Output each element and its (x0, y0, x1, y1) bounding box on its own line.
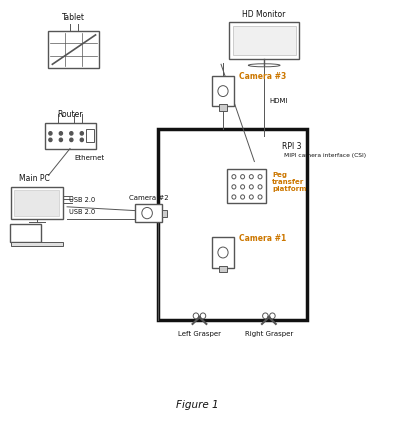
Circle shape (232, 175, 236, 179)
Bar (86, 129, 94, 142)
Bar (135, 204, 162, 222)
Circle shape (218, 247, 228, 258)
Bar (267, 145, 273, 152)
Circle shape (249, 185, 253, 189)
Bar (263, 138, 265, 141)
Bar (233, 26, 295, 55)
Text: Left Grasper: Left Grasper (178, 332, 221, 338)
Bar (219, 104, 227, 111)
Circle shape (59, 132, 62, 135)
Circle shape (200, 313, 206, 319)
Circle shape (142, 208, 152, 219)
Circle shape (70, 138, 73, 141)
Bar (239, 136, 278, 162)
Bar (227, 169, 266, 203)
Circle shape (199, 316, 200, 318)
Text: Tablet: Tablet (62, 13, 85, 22)
Circle shape (249, 195, 253, 199)
Bar (212, 238, 234, 268)
Circle shape (268, 316, 270, 318)
Bar (247, 138, 249, 141)
Ellipse shape (248, 64, 280, 67)
Circle shape (232, 195, 236, 199)
Text: HDMI: HDMI (269, 98, 288, 104)
Circle shape (232, 185, 236, 189)
Text: RPI 3: RPI 3 (282, 142, 301, 151)
Text: Router: Router (57, 110, 83, 119)
Circle shape (241, 185, 245, 189)
Bar (212, 76, 234, 106)
Circle shape (49, 132, 52, 135)
Text: Main PC: Main PC (19, 174, 50, 183)
Circle shape (263, 313, 268, 319)
Circle shape (249, 175, 253, 179)
Text: HD Monitor: HD Monitor (243, 11, 286, 19)
Text: USB 2.0: USB 2.0 (69, 209, 95, 215)
Text: Camera #3: Camera #3 (239, 72, 286, 81)
Bar (251, 141, 265, 153)
Bar (11, 187, 62, 219)
Circle shape (59, 138, 62, 141)
Bar (229, 22, 299, 59)
Text: MIPI camera interface (CSI): MIPI camera interface (CSI) (284, 153, 366, 158)
Circle shape (258, 175, 262, 179)
Bar (11, 243, 62, 246)
Text: Camera #1: Camera #1 (239, 234, 286, 243)
Circle shape (49, 138, 52, 141)
Bar (267, 156, 272, 161)
Text: Camera #2: Camera #2 (129, 195, 168, 201)
Text: Peg
transfer
platform: Peg transfer platform (272, 172, 307, 192)
Bar (234, 146, 239, 153)
Bar (256, 138, 258, 141)
Bar (49, 31, 100, 68)
Bar (14, 190, 59, 216)
Circle shape (258, 195, 262, 199)
Bar (10, 224, 41, 243)
Bar (241, 138, 243, 141)
Text: Figure 1: Figure 1 (176, 400, 219, 410)
Circle shape (80, 138, 83, 141)
Text: Ethernet: Ethernet (74, 155, 104, 161)
Circle shape (218, 86, 228, 97)
Bar (250, 138, 252, 141)
Circle shape (241, 195, 245, 199)
Circle shape (270, 313, 275, 319)
Bar (244, 138, 246, 141)
Bar (45, 122, 96, 149)
Bar (162, 210, 167, 216)
Circle shape (80, 132, 83, 135)
Circle shape (241, 175, 245, 179)
Text: Right Grasper: Right Grasper (245, 332, 293, 338)
Circle shape (258, 185, 262, 189)
Bar (158, 129, 307, 320)
Bar (219, 266, 227, 272)
Bar (253, 138, 255, 141)
Bar (260, 138, 261, 141)
Circle shape (70, 132, 73, 135)
Text: USB 2.0: USB 2.0 (69, 197, 95, 203)
Circle shape (193, 313, 199, 319)
